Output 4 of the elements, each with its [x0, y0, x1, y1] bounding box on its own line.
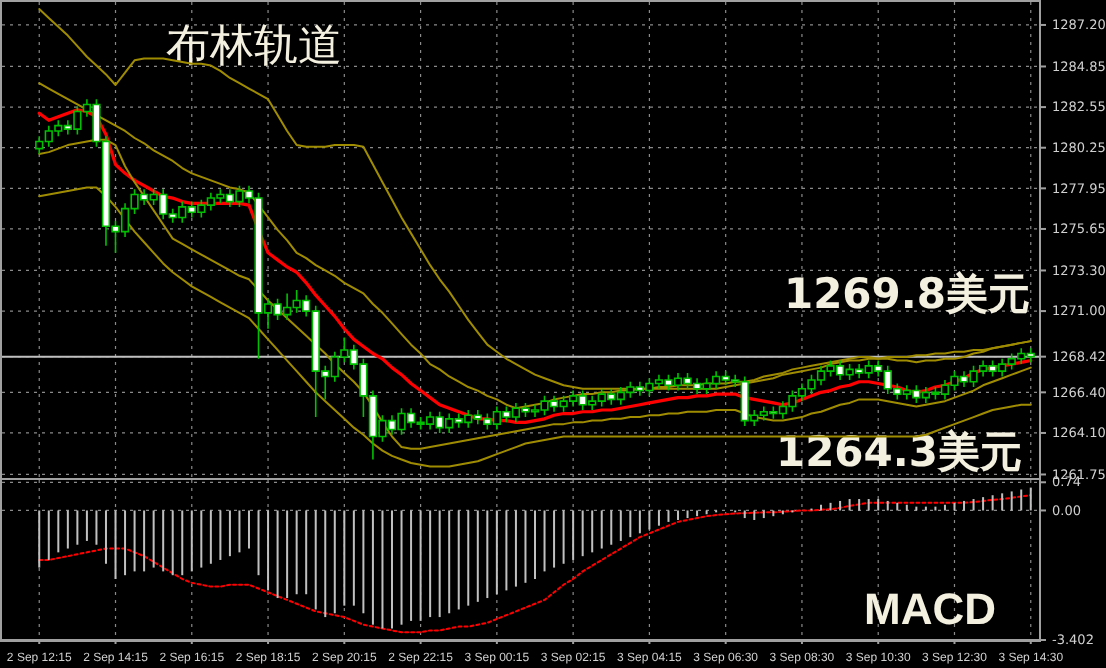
annotation: 1264.3美元: [775, 428, 1022, 476]
text: MACD: [864, 584, 996, 634]
annotation: 布林轨道: [166, 22, 342, 72]
annotation: 1269.8美元: [783, 270, 1030, 318]
